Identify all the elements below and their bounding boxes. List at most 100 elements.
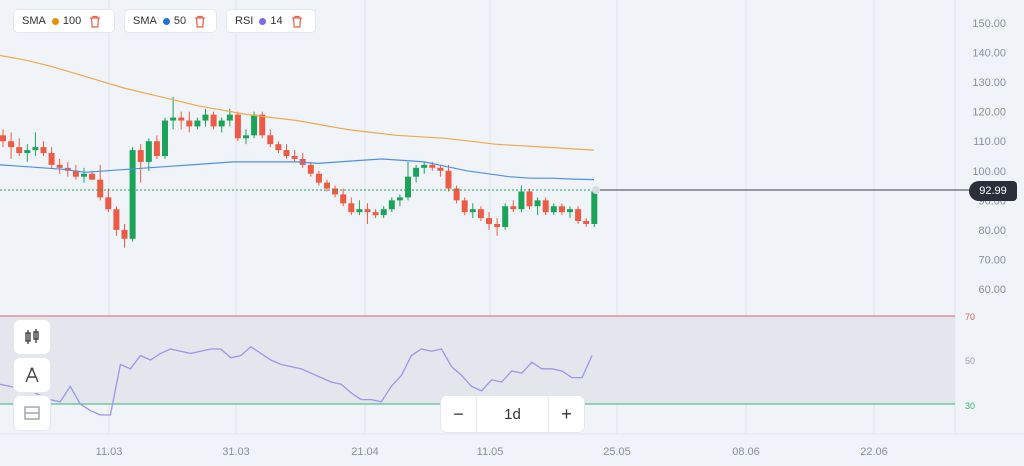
- candle-body: [56, 164, 63, 168]
- draw-tool-icon: [25, 367, 39, 383]
- trash-icon[interactable]: [89, 15, 101, 28]
- candle-body: [494, 223, 501, 227]
- indicator-name: SMA: [133, 15, 157, 27]
- zoom-in-button[interactable]: +: [561, 403, 572, 424]
- candle-body: [8, 141, 15, 148]
- candle-body: [575, 209, 582, 222]
- price-tick-label: 150.00: [972, 18, 1006, 30]
- rsi-band: [0, 316, 955, 404]
- candle-body: [583, 221, 590, 224]
- indicator-name: RSI: [235, 15, 254, 27]
- candle-body: [243, 135, 249, 139]
- candle-body: [356, 209, 363, 213]
- draw-tool-button[interactable]: [14, 358, 50, 392]
- candle-body: [16, 147, 23, 154]
- candles-button[interactable]: [14, 320, 50, 354]
- sma-100-line: [0, 54, 595, 151]
- indicator-name: SMA: [22, 15, 46, 27]
- candle-body: [291, 156, 298, 159]
- date-tick-label: 08.06: [732, 446, 760, 458]
- price-tick-label: 70.00: [978, 254, 1006, 266]
- candle-body: [40, 147, 47, 154]
- candle-body: [24, 150, 31, 154]
- candle-body: [453, 188, 460, 201]
- candle-body: [307, 164, 314, 174]
- candle-body: [486, 218, 492, 224]
- candle-body: [97, 179, 104, 198]
- price-tick-label: 60.00: [978, 284, 1006, 296]
- candle-body: [81, 173, 87, 177]
- candle-body: [226, 114, 233, 121]
- rsi-level-30: 30: [965, 401, 975, 411]
- candle-body: [129, 150, 136, 239]
- candle-body: [542, 200, 549, 213]
- rsi-line: [0, 345, 593, 416]
- candle-body: [113, 209, 120, 230]
- candle-body: [477, 209, 484, 219]
- timeframe-bar: − 1d +: [441, 396, 584, 432]
- candle-body: [178, 117, 185, 121]
- candle-body: [218, 120, 225, 127]
- date-tick-label: 21.04: [351, 446, 379, 458]
- candles-icon: [25, 329, 39, 344]
- candle-body: [421, 164, 428, 168]
- candle-body: [48, 153, 55, 165]
- candle-body: [186, 120, 193, 127]
- candle-body: [437, 167, 444, 171]
- candle-body: [445, 170, 452, 189]
- zoom-out-button[interactable]: −: [453, 403, 464, 424]
- candle-body: [518, 191, 525, 210]
- candle-body: [461, 200, 468, 213]
- candle-body: [526, 191, 533, 207]
- date-axis: 11.03 31.03 21.04 11.05 25.05 08.06 22.06: [96, 446, 888, 458]
- indicator-chip-sma-50[interactable]: SMA 50: [125, 10, 216, 32]
- candle-body: [170, 117, 177, 121]
- rsi-level-50: 50: [965, 356, 975, 366]
- candle-body: [340, 194, 347, 204]
- candle-body: [72, 170, 79, 177]
- candle-body: [105, 197, 112, 210]
- indicator-color-dot: [162, 17, 170, 25]
- layout-button[interactable]: [14, 396, 50, 430]
- candle-body: [275, 144, 282, 151]
- candle-body: [396, 197, 403, 201]
- current-price-label: 92.99: [969, 181, 1017, 201]
- candle-body: [550, 206, 557, 213]
- candles-layer: [0, 96, 598, 248]
- candle-body: [145, 141, 152, 162]
- price-axis: 150.00140.00130.00120.00110.00100.0090.0…: [972, 18, 1006, 296]
- price-tick-label: 120.00: [972, 107, 1006, 119]
- candle-body: [567, 209, 573, 213]
- candle-body: [591, 191, 598, 224]
- trash-icon[interactable]: [194, 15, 206, 28]
- price-tick-label: 130.00: [972, 77, 1006, 89]
- candle-body: [153, 141, 160, 156]
- indicator-chip-rsi-14[interactable]: RSI 14: [227, 10, 315, 32]
- indicator-color-dot: [51, 17, 59, 25]
- candle-body: [259, 114, 266, 136]
- candle-body: [162, 120, 168, 156]
- candle-body: [194, 120, 201, 127]
- candle-body: [234, 114, 241, 139]
- sma-50-line: [0, 158, 595, 181]
- candle-body: [315, 173, 322, 183]
- candle-body: [388, 200, 395, 210]
- candle-body: [210, 114, 217, 127]
- indicator-value: 14: [270, 15, 283, 27]
- trash-icon[interactable]: [291, 15, 303, 28]
- candle-body: [32, 147, 39, 151]
- candle-body: [413, 167, 420, 177]
- candle-body: [0, 135, 6, 142]
- candle-body: [89, 173, 96, 180]
- date-tick-label: 31.03: [222, 446, 250, 458]
- date-tick-label: 25.05: [603, 446, 631, 458]
- candle-body: [469, 209, 476, 213]
- candle-body: [324, 182, 330, 189]
- indicator-chip-sma-100[interactable]: SMA 100: [14, 10, 114, 32]
- candle-body: [332, 188, 339, 195]
- date-tick-label: 11.03: [96, 446, 123, 458]
- timeframe-selector[interactable]: 1d: [476, 396, 549, 432]
- candle-body: [380, 209, 387, 216]
- candle-body: [121, 229, 128, 239]
- candle-body: [202, 114, 209, 121]
